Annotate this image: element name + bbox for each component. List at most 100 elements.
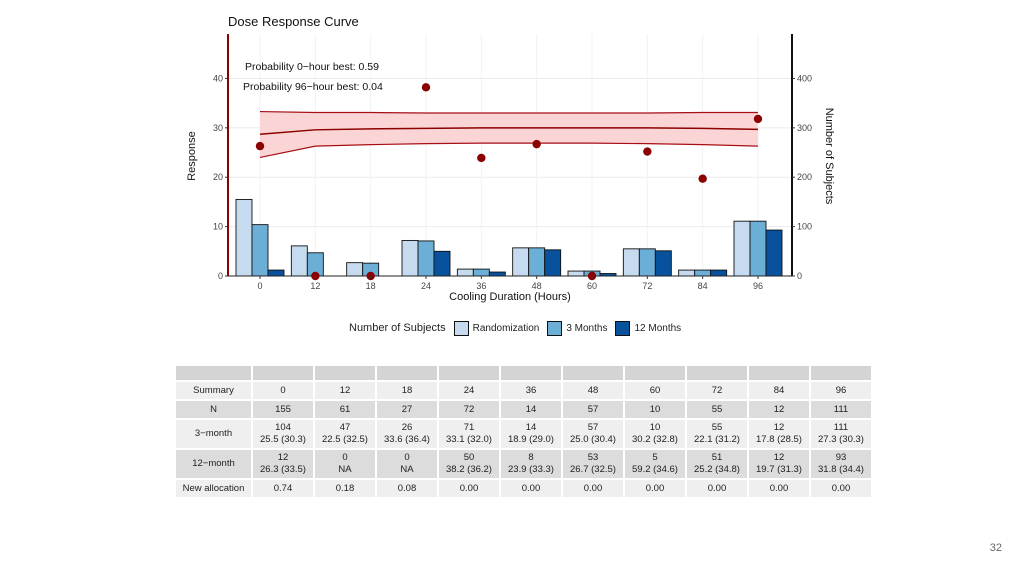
cell-mean-sd: 33.1 (32.0) bbox=[446, 434, 492, 445]
table-row: 3−month 104 25.5 (30.3) 47 22.5 (32.5) 26 33.6… bbox=[176, 420, 871, 448]
cell-mean-sd: 30.2 (32.8) bbox=[632, 434, 678, 445]
table-cell: 12 17.8 (28.5) bbox=[749, 420, 809, 448]
legend-title: Number of Subjects bbox=[349, 322, 446, 334]
table-header-cell bbox=[749, 366, 809, 380]
bar-randomization-24 bbox=[401, 239, 419, 277]
table-cell: 36 bbox=[501, 382, 561, 399]
row-label: 3−month bbox=[176, 420, 251, 448]
table-cell: 0.00 bbox=[811, 480, 871, 497]
y-right-tick-label-0: 0 bbox=[797, 271, 802, 281]
cell-mean-sd: 38.2 (36.2) bbox=[446, 464, 492, 475]
table-cell: 60 bbox=[625, 382, 685, 399]
legend-item-3-months: 3 Months bbox=[547, 320, 607, 336]
table-cell: 24 bbox=[439, 382, 499, 399]
cell-mean-sd: 22.5 (32.5) bbox=[322, 434, 368, 445]
x-tick-label-96: 96 bbox=[753, 281, 763, 291]
observed-point-24 bbox=[421, 83, 431, 92]
table-cell: 5 59.2 (34.6) bbox=[625, 450, 685, 478]
cell-mean-sd: 23.9 (33.3) bbox=[508, 464, 554, 475]
observed-point-72 bbox=[643, 147, 652, 156]
x-tick-label-84: 84 bbox=[698, 281, 708, 291]
cell-count: 12 bbox=[773, 422, 785, 433]
y-left-tick-label-0: 0 bbox=[218, 271, 223, 281]
y-left-tick-label-30: 30 bbox=[213, 123, 223, 133]
legend-swatch-randomization bbox=[453, 320, 469, 336]
table-cell: 50 38.2 (36.2) bbox=[439, 450, 499, 478]
cell-mean-sd: 19.7 (31.3) bbox=[756, 464, 802, 475]
table-cell: 8 23.9 (33.3) bbox=[501, 450, 561, 478]
bar-12-months-24 bbox=[433, 250, 451, 277]
bar-3-months-36 bbox=[472, 268, 490, 277]
table-cell: 155 bbox=[253, 401, 313, 418]
chart-legend: Number of Subjects Randomization 3 Month… bbox=[349, 318, 689, 338]
table-header-cell bbox=[176, 366, 251, 380]
band-upper-line bbox=[259, 110, 758, 114]
cell-count: 12 bbox=[277, 452, 289, 463]
table-row: N 155 61 27 72 14 57 10 55 12 111 bbox=[176, 401, 871, 418]
axes bbox=[227, 34, 793, 277]
cell-count: 53 bbox=[587, 452, 599, 463]
chart-title: Dose Response Curve bbox=[228, 14, 359, 29]
bar-randomization-36 bbox=[456, 268, 474, 277]
cell-mean-sd: NA bbox=[338, 464, 352, 475]
bar-randomization-0 bbox=[235, 198, 253, 277]
bar-12-months-72 bbox=[654, 250, 672, 277]
bar-12-months-84 bbox=[710, 269, 728, 277]
bar-12-months-48 bbox=[544, 249, 562, 277]
cell-count: 47 bbox=[339, 422, 351, 433]
table-cell: 12 19.7 (31.3) bbox=[749, 450, 809, 478]
table-cell: 84 bbox=[749, 382, 809, 399]
cell-mean-sd: 31.8 (34.4) bbox=[818, 464, 864, 475]
table-cell: 111 bbox=[811, 401, 871, 418]
table-header-cell bbox=[439, 366, 499, 380]
observed-point-0 bbox=[255, 141, 265, 151]
cell-mean-sd: 25.5 (30.3) bbox=[260, 434, 306, 445]
table-cell: 51 25.2 (34.8) bbox=[687, 450, 747, 478]
table-header-cell bbox=[315, 366, 375, 380]
x-tick-label-18: 18 bbox=[366, 281, 376, 291]
bar-randomization-84 bbox=[678, 269, 696, 277]
row-label: N bbox=[176, 401, 251, 418]
table-cell: 48 bbox=[563, 382, 623, 399]
bar-randomization-60 bbox=[567, 270, 585, 277]
y-right-tick-label-200: 200 bbox=[797, 172, 812, 182]
credible-band bbox=[259, 110, 759, 159]
cell-mean-sd: 26.3 (33.5) bbox=[260, 464, 306, 475]
annotation-0-hour: Probability 0−hour best: 0.59 bbox=[245, 61, 379, 73]
cell-mean-sd: 17.8 (28.5) bbox=[756, 434, 802, 445]
bars bbox=[235, 198, 783, 277]
table-cell: 71 33.1 (32.0) bbox=[439, 420, 499, 448]
cell-mean-sd: 25.0 (30.4) bbox=[570, 434, 616, 445]
cell-mean-sd: 26.7 (32.5) bbox=[570, 464, 616, 475]
cell-count: 57 bbox=[587, 422, 599, 433]
table-cell: 72 bbox=[687, 382, 747, 399]
observed-point-36 bbox=[477, 153, 486, 163]
table-cell: 96 bbox=[811, 382, 871, 399]
table-cell: 0.18 bbox=[315, 480, 375, 497]
observed-point-48 bbox=[532, 139, 541, 149]
bar-randomization-18 bbox=[346, 262, 364, 277]
table-row: 12−month 12 26.3 (33.5) 0 NA 0 NA 50 38.2 (36.2)… bbox=[176, 450, 871, 478]
table-cell: 0.00 bbox=[625, 480, 685, 497]
table-cell: 0 bbox=[253, 382, 313, 399]
y-axis-label-right: Number of Subjects bbox=[823, 108, 835, 205]
table-cell: 12 26.3 (33.5) bbox=[253, 450, 313, 478]
bar-3-months-24 bbox=[417, 240, 435, 277]
table-cell: 14 bbox=[501, 401, 561, 418]
bar-12-months-96 bbox=[765, 229, 783, 277]
fit-line bbox=[259, 127, 759, 136]
bar-3-months-0 bbox=[251, 224, 269, 277]
table-cell: 10 30.2 (32.8) bbox=[625, 420, 685, 448]
cell-count: 26 bbox=[401, 422, 413, 433]
annotation-96-hour: Probability 96−hour best: 0.04 bbox=[243, 81, 383, 93]
x-tick-label-60: 60 bbox=[587, 281, 597, 291]
table-cell: 55 bbox=[687, 401, 747, 418]
x-tick-label-24: 24 bbox=[421, 281, 431, 291]
table-cell: 104 25.5 (30.3) bbox=[253, 420, 313, 448]
table-cell: 53 26.7 (32.5) bbox=[563, 450, 623, 478]
bar-3-months-84 bbox=[694, 269, 712, 277]
table-cell: 14 18.9 (29.0) bbox=[501, 420, 561, 448]
cell-count: 51 bbox=[711, 452, 723, 463]
table-cell: 12 bbox=[315, 382, 375, 399]
dose-response-chart: 0 12 18 24 36 48 60 72 84 96010203040010020030040… bbox=[186, 14, 835, 303]
